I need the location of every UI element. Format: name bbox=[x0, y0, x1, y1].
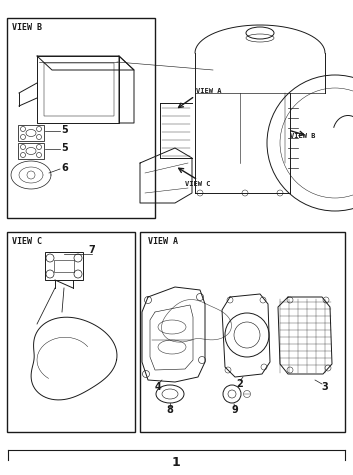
Text: 1: 1 bbox=[172, 456, 180, 469]
Text: VIEW C: VIEW C bbox=[12, 237, 42, 246]
Text: VIEW B: VIEW B bbox=[290, 133, 316, 139]
Text: 5: 5 bbox=[61, 125, 68, 135]
Text: 9: 9 bbox=[232, 405, 238, 415]
Text: 7: 7 bbox=[89, 245, 95, 255]
Text: 5: 5 bbox=[61, 143, 68, 153]
Text: VIEW A: VIEW A bbox=[196, 88, 221, 94]
Bar bbox=[18, 143, 44, 159]
Text: VIEW B: VIEW B bbox=[12, 22, 42, 31]
Text: 6: 6 bbox=[61, 163, 68, 173]
Bar bbox=[45, 252, 83, 280]
Text: 4: 4 bbox=[155, 382, 161, 392]
Bar bbox=[7, 232, 135, 432]
Bar bbox=[7, 18, 155, 218]
Text: 3: 3 bbox=[322, 382, 328, 392]
Bar bbox=[140, 232, 345, 432]
Text: VIEW A: VIEW A bbox=[148, 237, 178, 246]
Text: 8: 8 bbox=[167, 405, 173, 415]
Bar bbox=[18, 125, 44, 141]
Bar bbox=[54, 260, 74, 272]
Text: 2: 2 bbox=[237, 379, 243, 389]
Text: VIEW C: VIEW C bbox=[185, 181, 210, 187]
